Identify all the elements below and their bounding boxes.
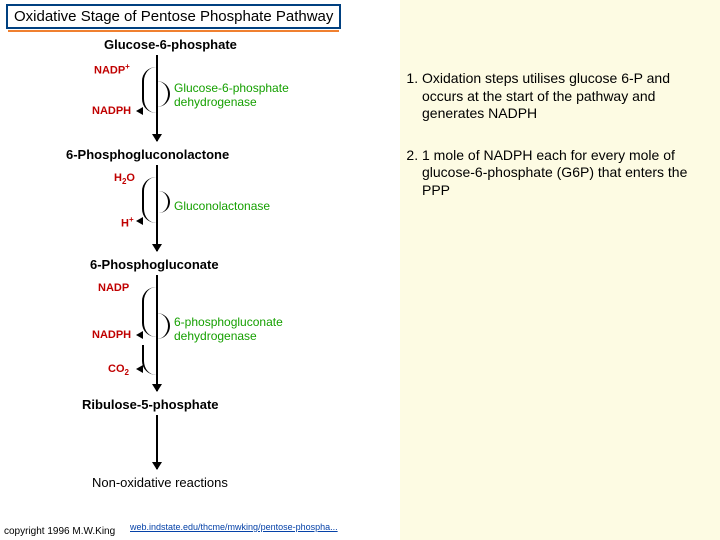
enzyme-6pgd-a: 6-phosphogluconate: [174, 315, 283, 329]
metabolite-6pgl: 6-Phosphogluconolactone: [66, 147, 229, 162]
cofactor-co2: CO2: [108, 363, 129, 377]
enzyme-6pgd-b: dehydrogenase: [174, 329, 257, 343]
cofactor-nadp1: NADP+: [94, 62, 130, 77]
arrow-4: [156, 415, 158, 469]
curve-3b-arrow: [136, 365, 143, 373]
pathway: Glucose-6-phosphate 6-Phosphogluconolact…: [6, 37, 394, 517]
enzyme-g6pd-b: dehydrogenase: [174, 95, 257, 109]
metabolite-6pg: 6-Phosphogluconate: [90, 257, 219, 272]
metabolite-nonox: Non-oxidative reactions: [92, 475, 228, 490]
branch-2: [156, 191, 170, 213]
curve-3a-arrow: [136, 331, 143, 339]
cofactor-nadph1: NADPH: [92, 105, 131, 117]
branch-1: [156, 81, 170, 107]
copyright: copyright 1996 M.W.King: [4, 526, 115, 537]
curve-3b: [142, 345, 158, 375]
branch-3: [156, 313, 170, 339]
curve-2-arrow: [136, 217, 143, 225]
source-link[interactable]: web.indstate.edu/thcme/mwking/pentose-ph…: [130, 522, 338, 532]
note-2: 1 mole of NADPH each for every mole of g…: [422, 147, 710, 200]
enzyme-gluconolactonase: Gluconolactonase: [174, 199, 270, 213]
diagram-title: Oxidative Stage of Pentose Phosphate Pat…: [6, 4, 341, 29]
cofactor-hplus: H+: [121, 215, 134, 230]
cofactor-nadp2: NADP: [98, 282, 129, 294]
cofactor-nadph2: NADPH: [92, 329, 131, 341]
diagram-panel: Oxidative Stage of Pentose Phosphate Pat…: [0, 0, 400, 540]
curve-1-arrow: [136, 107, 143, 115]
notes-panel: Oxidation steps utilises glucose 6-P and…: [400, 70, 710, 223]
enzyme-g6pd-a: Glucose-6-phosphate: [174, 81, 289, 95]
cofactor-h2o: H2O: [114, 172, 135, 186]
metabolite-r5p: Ribulose-5-phosphate: [82, 397, 219, 412]
metabolite-g6p: Glucose-6-phosphate: [104, 37, 237, 52]
note-1: Oxidation steps utilises glucose 6-P and…: [422, 70, 710, 123]
